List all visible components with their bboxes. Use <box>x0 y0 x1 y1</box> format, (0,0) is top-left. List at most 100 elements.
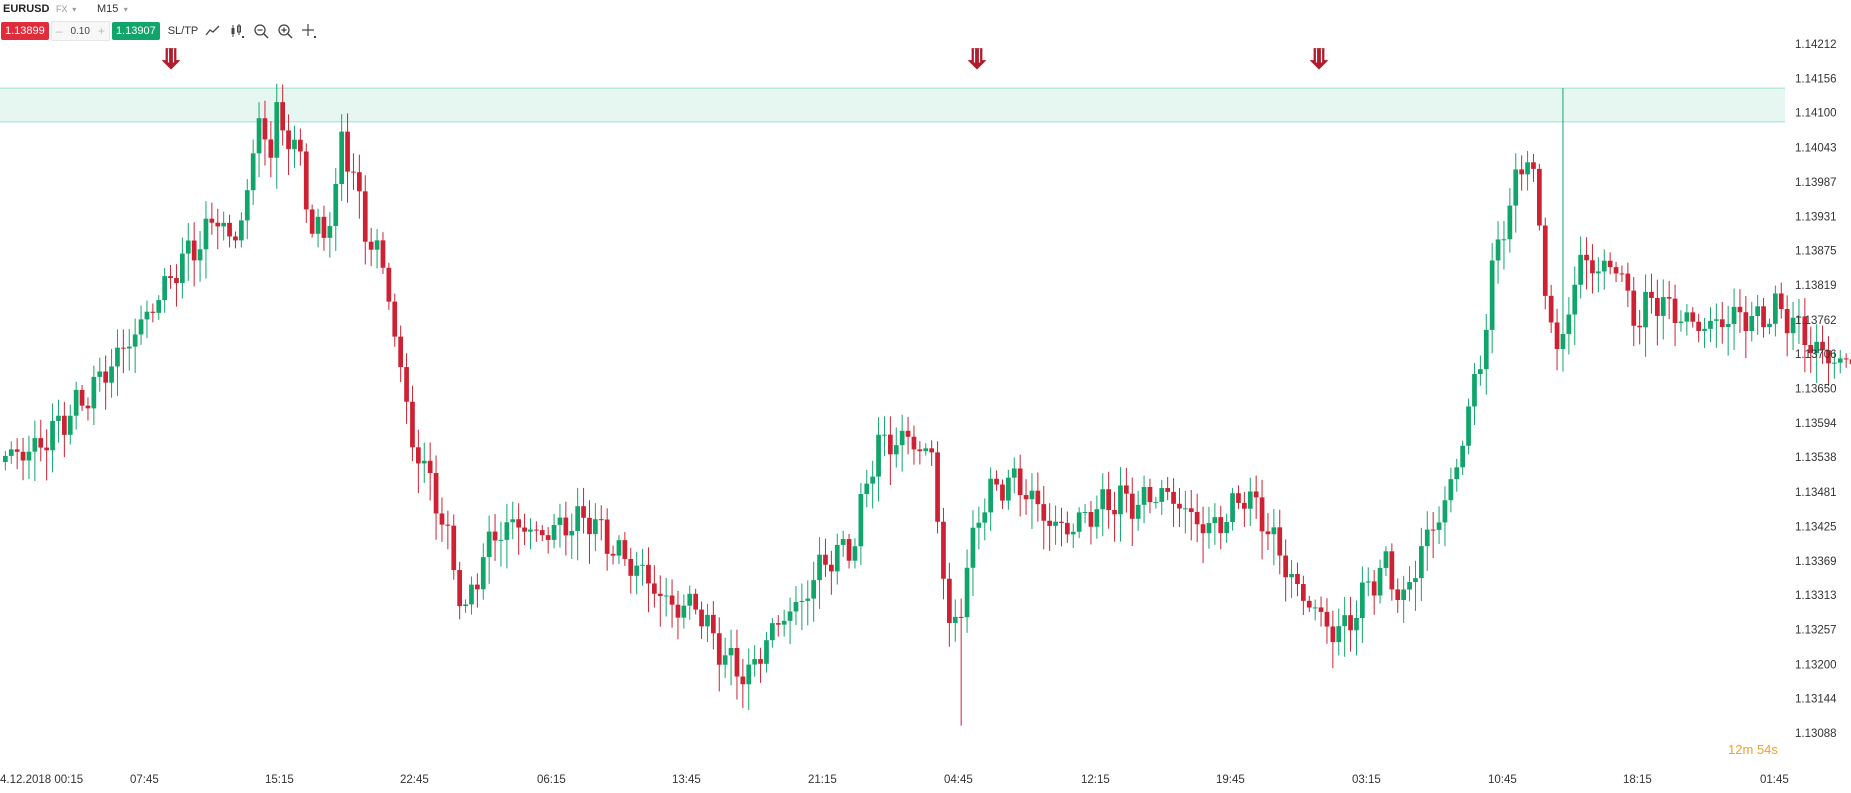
candle <box>899 414 905 472</box>
candle-body <box>1430 529 1436 531</box>
candle-body <box>1495 239 1501 261</box>
candle-body <box>1649 291 1654 298</box>
candle-body <box>185 240 191 254</box>
candle-body <box>374 240 380 250</box>
candle <box>793 586 799 626</box>
candle <box>1171 478 1176 527</box>
candle <box>970 510 976 597</box>
candle-body <box>392 301 398 337</box>
candle <box>846 534 852 569</box>
candle-body <box>1147 487 1153 503</box>
sltp-button[interactable]: SL/TP <box>167 25 199 37</box>
zoom-out-icon[interactable] <box>252 22 270 40</box>
candle-body <box>1472 374 1477 407</box>
candle-body <box>309 209 315 234</box>
candle-body <box>834 544 840 572</box>
zoom-in-icon[interactable] <box>276 22 294 40</box>
candle <box>805 580 811 626</box>
candle <box>1094 495 1100 539</box>
candle <box>1749 301 1755 342</box>
candle-body <box>1802 316 1808 346</box>
candle-body <box>1483 329 1489 370</box>
quantity-stepper[interactable]: – 0.10 + <box>50 21 110 41</box>
candle-body <box>1843 358 1849 360</box>
sell-signal-arrow-icon[interactable] <box>1306 46 1332 72</box>
candle <box>1684 303 1690 336</box>
candle-body <box>1837 358 1843 363</box>
candle-body <box>935 452 940 522</box>
candle <box>1495 221 1501 284</box>
candle <box>1625 262 1631 308</box>
candle <box>109 348 114 398</box>
candle-body <box>534 529 539 531</box>
candle <box>79 384 85 411</box>
candle <box>1773 285 1778 337</box>
sell-signal-arrow-icon[interactable] <box>158 46 184 72</box>
candle-body <box>1666 297 1672 299</box>
candle-body <box>1171 491 1176 504</box>
candle <box>1714 303 1719 348</box>
candle-body <box>1678 321 1684 324</box>
buy-button[interactable]: 1.13907 <box>111 22 160 40</box>
candle-body <box>722 655 728 665</box>
candle <box>746 648 752 711</box>
y-tick-label: 1.13088 <box>1795 728 1837 740</box>
sell-signal-arrow-icon[interactable] <box>964 46 990 72</box>
candle-body <box>1035 490 1041 505</box>
candle <box>1247 477 1253 526</box>
candle-body <box>711 614 716 634</box>
candle <box>947 562 952 647</box>
candle <box>1643 274 1648 357</box>
candle <box>256 102 262 178</box>
candle-body <box>640 564 645 566</box>
candle-body <box>1525 162 1530 175</box>
candle-body <box>823 554 828 565</box>
line-chart-icon[interactable] <box>204 22 222 40</box>
candle-body <box>829 564 834 572</box>
candle-body <box>1725 323 1731 328</box>
candle <box>433 455 439 540</box>
candle <box>1454 458 1460 492</box>
candle-body <box>622 540 628 559</box>
candle <box>1124 467 1129 513</box>
candle <box>1631 276 1637 347</box>
candle-body <box>1253 491 1259 498</box>
timeframe-selector[interactable]: M15 ▾ <box>97 3 128 15</box>
candle-body <box>126 346 132 349</box>
candle <box>368 227 374 266</box>
market-selector[interactable]: FX ▾ <box>56 4 76 14</box>
x-tick-label: 18:15 <box>1623 774 1652 786</box>
candle-body <box>994 478 999 485</box>
candle-body <box>522 527 527 532</box>
quantity-value[interactable]: 0.10 <box>70 25 90 37</box>
y-tick-label: 1.13706 <box>1795 349 1837 361</box>
candle <box>486 515 492 584</box>
candle <box>1041 485 1047 550</box>
chevron-down-icon: ▾ <box>121 5 128 14</box>
symbol-label[interactable]: EURUSD <box>3 3 50 15</box>
candle <box>1312 599 1318 621</box>
candle <box>1188 490 1194 541</box>
sell-button[interactable]: 1.13899 <box>1 22 49 40</box>
crosshair-icon[interactable] <box>300 22 318 40</box>
candle-body <box>357 172 362 192</box>
candle-body <box>952 616 958 623</box>
candle <box>711 601 716 650</box>
candle-body <box>433 473 439 514</box>
candle <box>91 365 97 426</box>
candle <box>1755 294 1761 335</box>
candle <box>1649 273 1654 314</box>
decrease-quantity-button[interactable]: – <box>55 24 63 38</box>
candles-icon[interactable] <box>228 22 246 40</box>
candle-body <box>911 436 917 450</box>
countdown-seconds: 54 <box>1756 742 1772 757</box>
candle <box>20 437 26 481</box>
candle <box>1784 295 1790 357</box>
increase-quantity-button[interactable]: + <box>97 24 105 38</box>
candle <box>575 487 581 561</box>
candle-body <box>1360 582 1365 619</box>
candle-body <box>917 449 923 452</box>
candle-body <box>1660 297 1666 316</box>
candle-body <box>286 130 291 150</box>
